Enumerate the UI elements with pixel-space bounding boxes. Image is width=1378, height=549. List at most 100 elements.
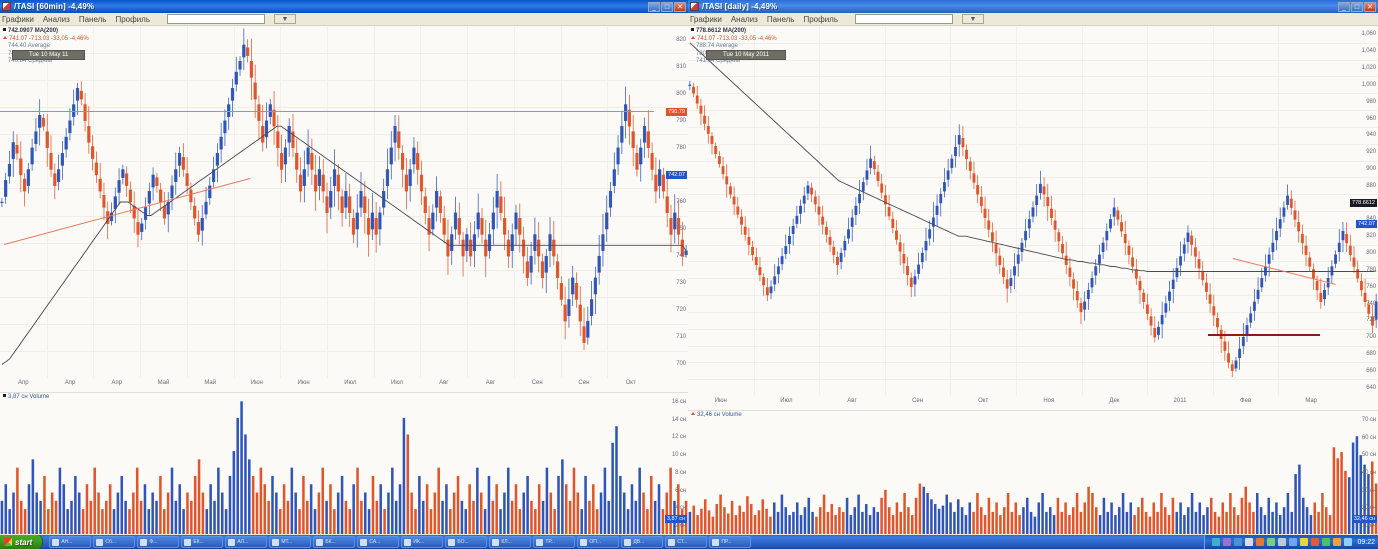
task-list[interactable]: АН... Сб... Ф... ЕК... АЛ... МТ... БК... СА... И…	[43, 536, 752, 548]
taskbar-task-button[interactable]: КЛ...	[489, 536, 532, 548]
menu-item-profile[interactable]: Профиль	[115, 14, 151, 24]
taskbar-task-button[interactable]: ПР...	[709, 536, 752, 548]
x-axis-tick: Май	[204, 380, 217, 386]
menu-item-analysis[interactable]: Анализ	[730, 14, 758, 24]
windows-logo-icon	[4, 538, 12, 546]
update-icon[interactable]	[1311, 538, 1320, 546]
antivirus-icon[interactable]	[1289, 538, 1298, 546]
maximize-button[interactable]: □	[661, 1, 673, 12]
chart-window-daily[interactable]: /TASI [daily] -4,49% _ □ ✕ Графики Анали…	[688, 0, 1378, 535]
window-controls-right[interactable]: _ □ ✕	[1338, 1, 1376, 12]
mail-icon[interactable]	[1234, 538, 1243, 546]
resistance-line	[0, 111, 654, 112]
y-axis-left[interactable]: 820810800790780770760750740730720710700	[654, 26, 688, 378]
gridline	[1081, 26, 1083, 396]
date-tooltip-right: Tue 10 May 2011	[706, 50, 787, 60]
messenger-icon[interactable]	[1300, 538, 1309, 546]
bluetooth-icon[interactable]	[1212, 538, 1221, 546]
x-axis-tick: Мар	[1305, 398, 1318, 404]
battery-icon[interactable]	[1256, 538, 1265, 546]
chart-canvas-right[interactable]: Tue 10 May 2011 778.6612 MA(200) 741.07 …	[688, 26, 1378, 534]
gridline	[688, 227, 1378, 229]
taskbar-task-label: КЛ...	[501, 539, 512, 545]
x-axis-tick: Авг	[847, 398, 857, 404]
x-axis-tick: Июн	[714, 398, 727, 404]
taskbar-task-button[interactable]: СТ...	[665, 536, 708, 548]
y-axis-tick: 1,000	[1361, 81, 1376, 88]
shield-icon[interactable]	[1322, 538, 1331, 546]
taskbar-task-button[interactable]: БК...	[313, 536, 356, 548]
printer-icon[interactable]	[1278, 538, 1287, 546]
titlebar-right[interactable]: /TASI [daily] -4,49% _ □ ✕	[688, 0, 1378, 13]
menu-item-panel[interactable]: Панель	[78, 14, 107, 24]
volume-y-axis-right[interactable]: 70 сн 60 сн 50 сн 40 сн 30 сн 20 сн 10 сн	[1344, 411, 1378, 534]
gridline	[688, 345, 1378, 347]
taskbar-task-label: ДВ...	[633, 539, 645, 545]
x-axis-tick: Сен	[531, 380, 543, 386]
chart-window-60min[interactable]: /TASI [60min] -4,49% _ □ ✕ Графики Анали…	[0, 0, 688, 535]
x-axis-tick: Май	[157, 380, 170, 386]
system-tray[interactable]: 09:22	[1204, 535, 1378, 549]
close-icon[interactable]: ✕	[1364, 1, 1376, 12]
taskbar-task-label: ЕК...	[193, 539, 204, 545]
y-axis-tick: 840	[1366, 216, 1376, 222]
sync-icon[interactable]	[1267, 538, 1276, 546]
taskbar-task-button[interactable]: ИК...	[401, 536, 444, 548]
taskbar-task-label: ПР...	[721, 539, 732, 545]
y-axis-right[interactable]: 1,0601,0401,0201,00098096094092090088086…	[1344, 26, 1378, 396]
gridline	[0, 80, 688, 82]
symbol-search-input[interactable]	[855, 14, 954, 24]
menu-item-analysis[interactable]: Анализ	[42, 14, 70, 24]
close-icon[interactable]: ✕	[674, 1, 686, 12]
taskbar-task-label: АЛ...	[237, 539, 249, 545]
x-axis-left[interactable]: Апр Апр Апр Май Май Июн Июн Июл Июл Авг Авг Сен Сен О…	[0, 378, 654, 392]
price-pane-right[interactable]: 1,0601,0401,0201,00098096094092090088086…	[688, 26, 1378, 396]
minimize-button[interactable]: _	[648, 1, 660, 12]
volume-y-axis-left[interactable]: 16 сн 14 сн 12 сн 10 сн 8 сн 6 сн 4 сн 2 сн	[654, 393, 688, 534]
x-axis-right[interactable]: Июн Июл Авг Сен Окт Ноя Дек 2011 Фев Мар	[688, 396, 1344, 410]
network-icon[interactable]	[1344, 538, 1353, 546]
chevron-down-icon[interactable]: ▼	[274, 14, 297, 24]
taskbar-task-button[interactable]: ТР...	[533, 536, 576, 548]
taskbar-task-button[interactable]: ОП...	[577, 536, 620, 548]
taskbar-task-label: ИК...	[413, 539, 425, 545]
symbol-search-input[interactable]	[167, 14, 266, 24]
volume-pane-left[interactable]: 3,87 сн Volume 16 сн 14 сн 12 сн 10 сн 8 сн 6…	[0, 392, 688, 534]
y-axis-tick: 710	[676, 334, 686, 341]
volume-pane-right[interactable]: 32,46 сн Volume 70 сн 60 сн 50 сн 40 сн 30 с…	[688, 410, 1378, 534]
window-icon	[448, 538, 456, 546]
menu-item-graphs[interactable]: Графики	[2, 14, 34, 24]
taskbar-task-button[interactable]: МТ...	[269, 536, 312, 548]
y-axis-tick: 720	[1366, 317, 1376, 324]
titlebar-left[interactable]: /TASI [60min] -4,49% _ □ ✕	[0, 0, 688, 13]
taskbar-task-button[interactable]: АЛ...	[225, 536, 268, 548]
taskbar[interactable]: start АН... Сб... Ф... ЕК... АЛ... МТ... БК...…	[0, 535, 1378, 549]
menu-item-graphs[interactable]: Графики	[690, 14, 722, 24]
menu-item-panel[interactable]: Панель	[766, 14, 795, 24]
minimize-button[interactable]: _	[1338, 1, 1350, 12]
menubar-right[interactable]: Графики Анализ Панель Профиль ▼	[688, 13, 1378, 26]
usb-icon[interactable]	[1223, 538, 1232, 546]
taskbar-task-button[interactable]: ДВ...	[621, 536, 664, 548]
taskbar-task-button[interactable]: ЕК...	[181, 536, 224, 548]
taskbar-task-button[interactable]: Сб...	[93, 536, 136, 548]
price-pane-left[interactable]: 820810800790780770760750740730720710700 …	[0, 26, 688, 378]
volume-icon[interactable]	[1333, 538, 1342, 546]
window-controls-left[interactable]: _ □ ✕	[648, 1, 686, 12]
taskbar-task-button[interactable]: АН...	[49, 536, 92, 548]
start-label: start	[15, 537, 33, 547]
start-button[interactable]: start	[0, 535, 44, 549]
menu-item-profile[interactable]: Профиль	[803, 14, 839, 24]
price-tag-last: 742.07	[666, 170, 687, 179]
taskbar-task-button[interactable]: Ф...	[137, 536, 180, 548]
taskbar-task-button[interactable]: БО...	[445, 536, 488, 548]
gridline	[1016, 26, 1017, 396]
clipboard-icon[interactable]	[1245, 538, 1254, 546]
chart-canvas-left[interactable]: Tue 10 May 11 742.0907 MA(200) 741.07 -7…	[0, 26, 688, 534]
maximize-button[interactable]: □	[1351, 1, 1363, 12]
taskbar-task-button[interactable]: СА...	[357, 536, 400, 548]
menubar-left[interactable]: Графики Анализ Панель Профиль ▼	[0, 13, 688, 26]
chevron-down-icon[interactable]: ▼	[962, 14, 985, 24]
gridline	[0, 53, 688, 55]
y-axis-tick: 730	[676, 280, 686, 287]
